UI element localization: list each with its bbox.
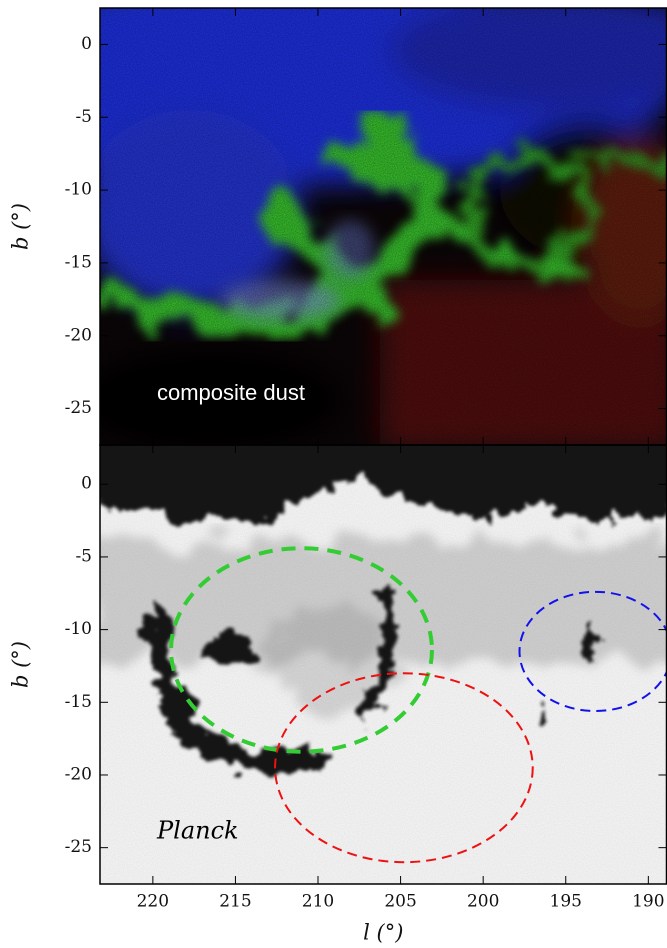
y-tick-label: -20	[65, 325, 92, 345]
x-tick-label: 200	[467, 892, 499, 912]
x-tick-label: 215	[219, 892, 251, 912]
x-axis-label: l (°)	[363, 921, 403, 945]
y-tick-label: -5	[75, 107, 92, 127]
y-tick-label: -10	[65, 619, 92, 639]
panel-annotation: composite dust	[157, 380, 305, 405]
y-tick-label: -25	[65, 398, 92, 418]
x-tick-label: 205	[384, 892, 416, 912]
y-tick-label: -15	[65, 692, 92, 712]
panel-annotation: Planck	[156, 817, 239, 845]
y-tick-label: -25	[65, 837, 92, 857]
x-tick-label: 195	[550, 892, 582, 912]
y-axis-label: b (°)	[9, 641, 33, 688]
y-tick-label: -10	[65, 180, 92, 200]
x-tick-label: 220	[137, 892, 169, 912]
y-tick-label: -20	[65, 764, 92, 784]
y-tick-label: 0	[81, 34, 92, 54]
x-tick-label: 210	[302, 892, 334, 912]
y-axis-label: b (°)	[9, 203, 33, 250]
figure: 0 -5 -10 -15 -20 -25 b (°) composite dust 0 -5 -10…	[0, 0, 667, 948]
y-tick-label: -15	[65, 252, 92, 272]
x-tick-label: 190	[632, 892, 664, 912]
y-tick-label: 0	[81, 474, 92, 494]
y-tick-label: -5	[75, 546, 92, 566]
